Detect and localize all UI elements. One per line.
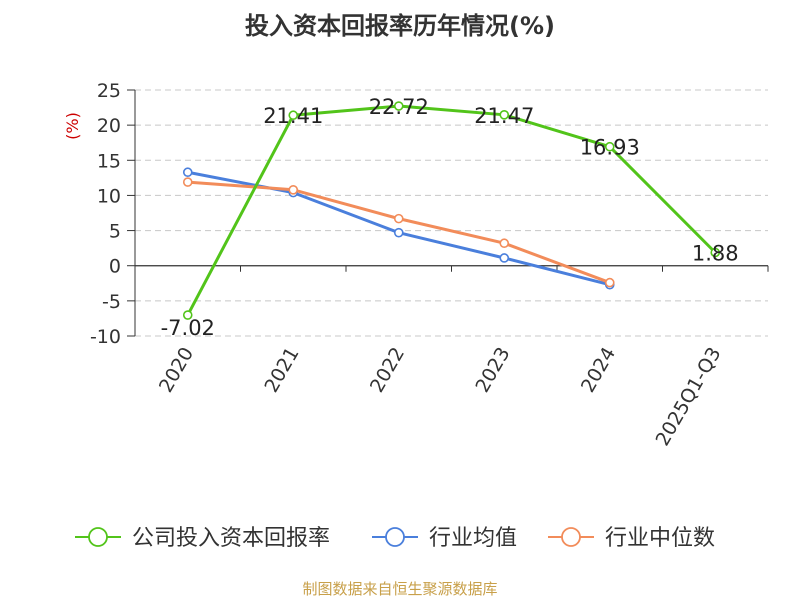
data-label: 1.88 <box>692 242 739 266</box>
data-point <box>604 277 615 288</box>
x-tick-label: 2020 <box>155 344 198 397</box>
data-point <box>182 310 193 320</box>
data-point <box>499 110 510 120</box>
data-point <box>393 213 404 224</box>
y-tick-label: -5 <box>102 291 121 313</box>
y-tick-label: 5 <box>109 221 121 243</box>
data-point <box>393 101 404 111</box>
y-axis-title: (%) <box>63 112 82 140</box>
data-point <box>182 167 193 178</box>
y-tick-label: 25 <box>97 80 121 102</box>
y-tick-label: 15 <box>97 150 121 172</box>
data-label: -7.02 <box>161 316 215 340</box>
legend-marker <box>385 527 405 547</box>
source-note: 制图数据来自恒生聚源数据库 <box>302 580 498 598</box>
series-line <box>186 104 717 316</box>
x-tick-label: 2021 <box>260 344 303 397</box>
data-point <box>499 238 510 249</box>
data-label: 22.72 <box>369 95 429 119</box>
data-point <box>182 177 193 187</box>
data-point <box>604 141 615 152</box>
data-label: 21.41 <box>263 104 323 128</box>
data-point <box>393 227 404 238</box>
data-point <box>288 110 299 121</box>
legend-label: 行业中位数 <box>605 526 715 551</box>
x-tick-label: 2023 <box>471 344 514 397</box>
legend-label: 行业均值 <box>429 526 517 551</box>
data-point <box>499 253 510 263</box>
chart-title: 投入资本回报率历年情况(%) <box>245 12 555 40</box>
legend-label: 公司投入资本回报率 <box>132 526 330 551</box>
legend-marker <box>561 527 581 547</box>
x-tick-label: 2024 <box>577 344 620 397</box>
y-tick-label: 10 <box>97 185 121 207</box>
y-tick-label: 20 <box>97 115 121 137</box>
data-label: 21.47 <box>474 104 534 128</box>
x-tick-label: 2022 <box>366 344 409 397</box>
data-point <box>288 185 299 195</box>
data-point <box>710 247 721 258</box>
x-tick-label: 2025Q1-Q3 <box>652 344 726 450</box>
y-tick-label: -10 <box>90 326 121 348</box>
legend-marker <box>88 527 108 547</box>
y-tick-label: 0 <box>109 256 121 278</box>
data-label: 16.93 <box>580 136 640 160</box>
